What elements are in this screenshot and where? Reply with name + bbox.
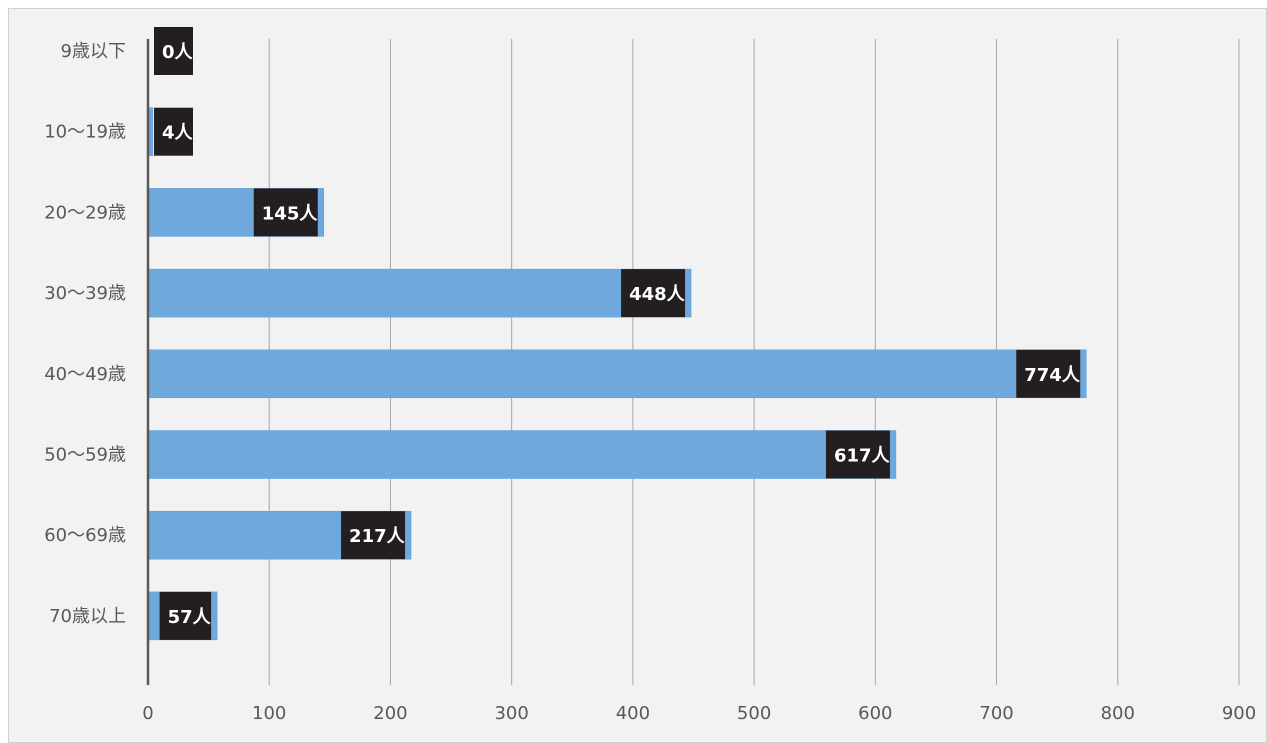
data-label-bg-6 [341, 511, 406, 560]
data-label-2: 145人 [262, 203, 319, 224]
x-tick-label-100: 100 [252, 703, 286, 724]
x-tick-label-700: 700 [979, 703, 1013, 724]
x-tick-label-600: 600 [858, 703, 892, 724]
y-tick-label-3: 30～39歳 [44, 283, 126, 304]
data-label-5: 617人 [834, 446, 891, 467]
chart-frame: 0 100 200 300 400 500 600 700 800 900 9歳以下 0人 10～19歳… [8, 8, 1267, 743]
x-tick-label-300: 300 [494, 703, 528, 724]
x-tick-label-0: 0 [142, 703, 153, 724]
data-label-4: 774人 [1024, 365, 1081, 386]
data-label-7: 57人 [168, 607, 212, 628]
data-label-3: 448人 [629, 284, 686, 305]
data-label-bg-4 [1016, 349, 1081, 398]
y-tick-label-2: 20～29歳 [44, 202, 126, 223]
bar-chart: 0 100 200 300 400 500 600 700 800 900 9歳以下 0人 10～19歳… [44, 27, 1256, 724]
bar-3 [147, 268, 692, 318]
x-tick-label-800: 800 [1101, 703, 1135, 724]
data-label-bg-3 [621, 269, 686, 318]
data-label-bg-5 [825, 430, 890, 479]
y-tick-label-0: 9歳以下 [61, 41, 126, 62]
x-tick-label-500: 500 [737, 703, 771, 724]
data-label-1: 4人 [162, 123, 194, 144]
y-tick-label-5: 50～59歳 [44, 445, 126, 466]
x-tick-label-400: 400 [616, 703, 650, 724]
x-tick-label-900: 900 [1222, 703, 1256, 724]
bar-5 [147, 430, 897, 479]
data-label-0: 0人 [162, 42, 194, 63]
data-label-bg-0 [154, 27, 193, 75]
x-tick-label-200: 200 [373, 703, 407, 724]
data-label-bg-2 [253, 188, 318, 237]
y-tick-label-6: 60～69歳 [44, 525, 126, 546]
data-label-bg-7 [159, 591, 212, 640]
y-tick-label-4: 40～49歳 [44, 364, 126, 385]
data-label-bg-1 [154, 107, 193, 156]
bar-4 [147, 349, 1087, 399]
y-tick-label-7: 70歳以上 [49, 606, 126, 627]
y-tick-label-1: 10～19歳 [44, 122, 126, 143]
data-label-6: 217人 [349, 526, 406, 547]
